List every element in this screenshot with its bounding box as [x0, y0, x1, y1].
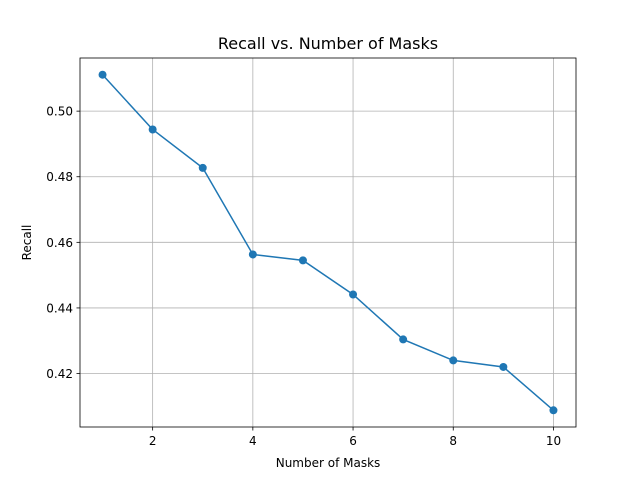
data-point	[198, 163, 207, 172]
data-point	[248, 250, 257, 259]
y-tick-label: 0.44	[46, 301, 73, 315]
series	[98, 70, 558, 415]
x-axis-label: Number of Masks	[276, 456, 381, 470]
x-tick-label: 2	[149, 434, 157, 448]
y-axis-label: Recall	[20, 225, 34, 261]
data-point	[449, 356, 458, 365]
chart-title: Recall vs. Number of Masks	[218, 34, 438, 53]
data-point	[98, 70, 107, 79]
axis-ticks: 2 4 6 8 10 0.42 0.44 0.46 0.48 0.50	[46, 105, 561, 448]
y-tick-label: 0.42	[46, 367, 73, 381]
x-tick-label: 8	[449, 434, 457, 448]
grid	[80, 58, 576, 427]
data-point	[399, 335, 408, 344]
x-tick-label: 4	[249, 434, 257, 448]
x-tick-label: 6	[349, 434, 357, 448]
data-point	[148, 125, 157, 134]
data-point	[499, 362, 508, 371]
y-tick-label: 0.46	[46, 236, 73, 250]
y-tick-label: 0.50	[46, 105, 73, 119]
data-point	[549, 406, 558, 415]
data-point	[349, 290, 358, 299]
data-point	[298, 256, 307, 265]
y-tick-label: 0.48	[46, 170, 73, 184]
series-line	[101, 74, 554, 411]
x-tick-label: 10	[546, 434, 561, 448]
